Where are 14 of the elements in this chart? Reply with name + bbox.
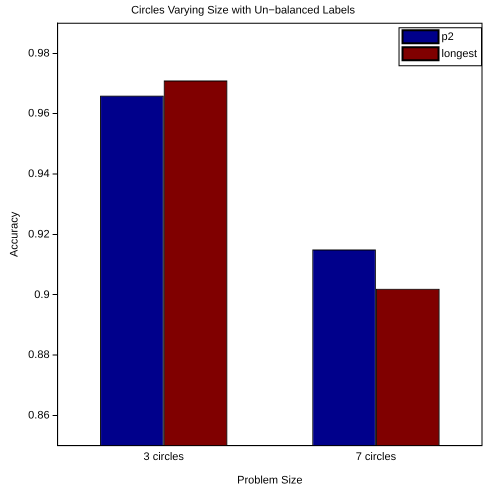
y-tick-label: 0.86 <box>28 409 50 422</box>
y-axis-title: Accuracy <box>8 211 21 258</box>
y-tick-label: 0.92 <box>28 228 50 240</box>
legend-label: p2 <box>442 31 454 44</box>
y-tick-label: 0.98 <box>28 47 50 60</box>
y-tick-label: 0.9 <box>34 288 50 301</box>
legend-label: longest <box>442 48 478 60</box>
y-tick-label: 0.88 <box>28 349 50 362</box>
x-tick-label: 7 circles <box>356 451 397 464</box>
x-axis-title: Problem Size <box>237 474 303 486</box>
y-tick-label: 0.94 <box>28 168 50 180</box>
chart-title: Circles Varying Size with Un−balanced Labels <box>131 4 356 17</box>
x-tick-label: 3 circles <box>144 451 184 464</box>
y-tick-label: 0.96 <box>28 108 50 120</box>
